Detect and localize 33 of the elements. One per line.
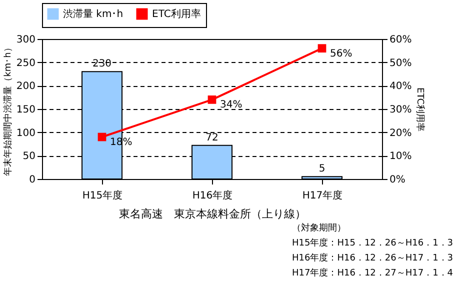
x-tick-label: H17年度 xyxy=(302,190,343,202)
data-label: 56% xyxy=(330,48,352,60)
y-tick-label: 250 xyxy=(16,58,36,69)
y2-tick-label: 0% xyxy=(390,174,406,186)
y-tick-label: 50 xyxy=(22,151,36,162)
point xyxy=(208,95,216,104)
x-tick-label: H15年度 xyxy=(82,190,123,202)
y-tick-label: 150 xyxy=(16,104,36,116)
y-axis-title: 年末年始期間中渋滞量（km･h） xyxy=(2,43,14,176)
x-tick-label: H16年度 xyxy=(192,190,233,202)
text: （対象期間） xyxy=(292,222,346,234)
y2-tick-label: 50% xyxy=(390,58,412,69)
y-tick-label: 0 xyxy=(29,174,36,186)
y2-tick-label: 40% xyxy=(390,81,412,92)
y-tick-label: 100 xyxy=(16,128,36,139)
y2-tick-label: 60% xyxy=(390,34,412,46)
y2-tick-label: 10% xyxy=(390,151,412,162)
text: H17年度：H16．12．27～H17．1．4 xyxy=(292,268,454,278)
y-tick-label: 200 xyxy=(16,81,36,92)
text: H15年度：H15．12．26～H16．1．3 xyxy=(292,238,454,248)
data-label: 5 xyxy=(318,164,326,175)
y2-tick-label: 20% xyxy=(390,128,412,139)
x-axis-title: 東名高速 東京本線料金所（上り線） xyxy=(119,208,306,220)
legend-label: 渋滞量 km･h xyxy=(63,8,124,20)
data-label: 72 xyxy=(206,132,218,144)
y2-axis-title: ETC利用率 xyxy=(414,88,426,132)
text: H16年度：H16．12．26～H17．1．3 xyxy=(292,252,454,264)
point xyxy=(98,132,106,142)
y2-tick-label: 30% xyxy=(390,104,412,116)
point xyxy=(318,44,326,53)
legend-label: ETC利用率 xyxy=(152,8,201,20)
y-tick-label: 300 xyxy=(16,34,36,46)
data-label: 34% xyxy=(220,100,242,111)
